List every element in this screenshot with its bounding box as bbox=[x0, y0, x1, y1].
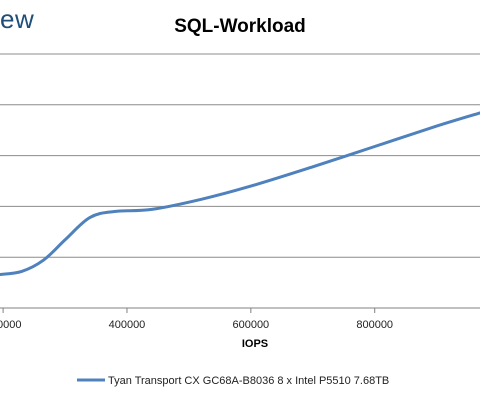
legend-label: Tyan Transport CX GC68A-B8036 8 x Intel … bbox=[108, 375, 389, 387]
x-axis-label: IOPS bbox=[242, 338, 268, 350]
brand-logo: ew bbox=[0, 4, 35, 34]
x-tick-label: 400000 bbox=[109, 319, 146, 331]
series-line bbox=[0, 111, 480, 276]
x-axis-ticks: 200000 400000 600000 800000 bbox=[0, 308, 393, 331]
chart-title: SQL-Workload bbox=[174, 16, 306, 37]
x-tick-label: 800000 bbox=[356, 319, 393, 331]
x-tick-label: 600000 bbox=[232, 319, 269, 331]
legend: Tyan Transport CX GC68A-B8036 8 x Intel … bbox=[77, 375, 389, 387]
gridlines bbox=[0, 53, 480, 309]
x-tick-label: 200000 bbox=[0, 319, 21, 331]
